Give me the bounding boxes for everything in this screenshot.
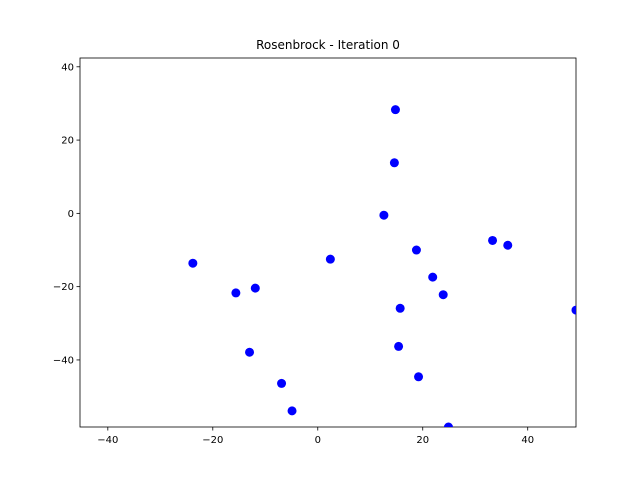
data-points xyxy=(188,105,576,427)
data-point xyxy=(503,240,513,250)
data-point xyxy=(188,258,198,268)
x-tick-label: −40 xyxy=(97,435,118,446)
y-axis-ticks: −40 −20 0 20 40 xyxy=(53,62,80,366)
data-point xyxy=(277,378,287,388)
y-tick-label: 20 xyxy=(61,136,74,147)
data-point xyxy=(379,210,389,220)
axes-frame xyxy=(79,57,577,428)
y-tick-label: −20 xyxy=(53,282,74,293)
data-point xyxy=(325,254,335,264)
x-tick-label: 40 xyxy=(521,435,534,446)
x-tick-label: 0 xyxy=(315,435,321,446)
chart-title: Rosenbrock - Iteration 0 xyxy=(256,38,400,52)
data-point xyxy=(231,288,241,298)
y-tick-label: 0 xyxy=(68,209,74,220)
data-point xyxy=(488,235,498,245)
data-point xyxy=(250,283,260,293)
data-point xyxy=(571,305,576,315)
data-point xyxy=(428,272,438,282)
data-point xyxy=(390,105,400,115)
data-point xyxy=(414,372,424,382)
plot-area xyxy=(79,57,577,428)
y-tick-label: 40 xyxy=(61,62,74,73)
y-tick-label: −40 xyxy=(53,355,74,366)
x-tick-label: 20 xyxy=(416,435,429,446)
data-point xyxy=(411,245,421,255)
data-point xyxy=(287,406,297,416)
data-point xyxy=(395,303,405,313)
x-tick-label: −20 xyxy=(202,435,223,446)
data-point xyxy=(438,290,448,300)
data-point xyxy=(389,158,399,168)
data-point xyxy=(443,422,453,427)
data-point xyxy=(245,347,255,357)
x-axis-ticks: −40 −20 0 20 40 xyxy=(97,427,534,446)
data-point xyxy=(394,341,404,351)
